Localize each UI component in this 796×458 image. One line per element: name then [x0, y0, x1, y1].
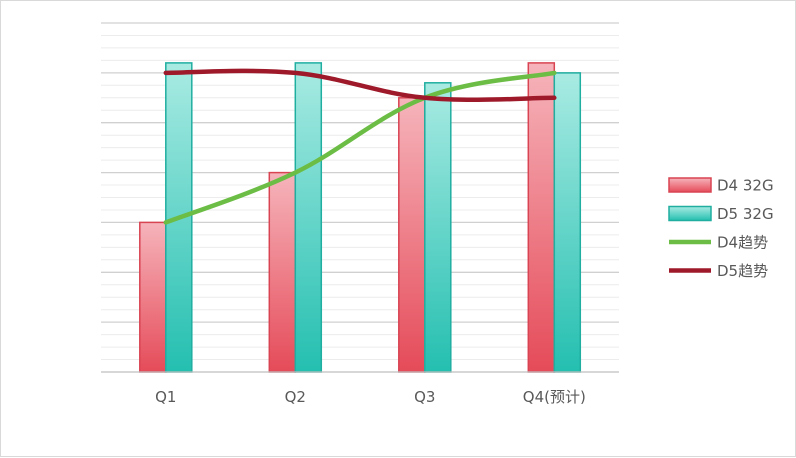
bar-d5-32g-4 [553, 72, 582, 373]
x-tick-label: Q1 [155, 388, 176, 406]
bar-d4-32g-4 [527, 62, 556, 373]
legend-label-d4-32g: D4 32G [717, 177, 774, 195]
d4-trend-line [163, 70, 557, 225]
legend-label-d5-32g: D5 32G [717, 205, 774, 223]
d5-trend-line [163, 68, 557, 103]
legend-swatch-d5-32g [668, 205, 712, 222]
x-tick-label: Q3 [414, 388, 435, 406]
legend-swatch-d4-32g [668, 177, 712, 193]
legend-label-d4-trend: D4趋势 [717, 234, 768, 252]
x-axis: Q1 Q2 Q3 Q4(预计) [101, 371, 619, 406]
bar-d4-32g-2 [268, 171, 297, 373]
bar-d4-32g-3 [398, 97, 426, 373]
bar-d4-32g-1 [139, 221, 167, 373]
x-tick-label: Q4(预计) [523, 388, 586, 406]
bar-d5-32g-3 [424, 82, 452, 373]
trend-lines [163, 68, 557, 225]
x-tick-label: Q2 [285, 388, 306, 406]
bars [139, 62, 582, 373]
bar-d5-32g-2 [294, 62, 323, 373]
legend-label-d5-trend: D5趋势 [717, 262, 768, 280]
legend: D4 32G D5 32G D4趋势 D5趋势 [668, 177, 774, 280]
